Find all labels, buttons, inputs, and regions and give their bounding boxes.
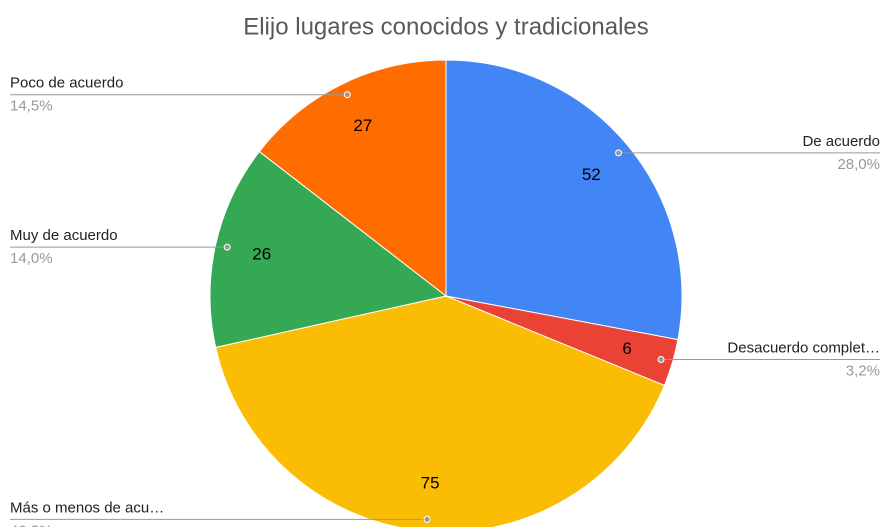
leader-dot — [615, 149, 623, 157]
category-label: Desacuerdo complet… — [727, 339, 880, 356]
pie-slice — [215, 295, 666, 527]
percent-label: 28,0% — [837, 156, 880, 173]
percent-label: 14,5% — [10, 98, 53, 115]
leader-dot — [423, 515, 431, 523]
percent-label: 14,0% — [10, 250, 53, 267]
chart-title: Elijo lugares conocidos y tradicionales — [243, 13, 649, 40]
percent-label: 40,3% — [10, 522, 53, 527]
slice-value-label: 26 — [252, 244, 271, 263]
category-label: Más o menos de acu… — [10, 499, 164, 516]
leader-dot — [343, 91, 351, 99]
slice-value-label: 52 — [582, 165, 601, 184]
pie-slice — [258, 59, 447, 298]
pie-slice — [445, 59, 683, 341]
category-label: Poco de acuerdo — [10, 75, 123, 92]
slice-value-label: 75 — [421, 474, 440, 493]
leader-dot — [657, 355, 665, 363]
category-label: De acuerdo — [802, 133, 880, 150]
slice-value-label: 6 — [622, 339, 631, 358]
pie-slice — [209, 150, 448, 349]
category-label: Muy de acuerdo — [10, 227, 118, 244]
slice-value-label: 27 — [353, 116, 372, 135]
leader-dot — [223, 243, 231, 251]
percent-label: 3,2% — [846, 362, 880, 379]
